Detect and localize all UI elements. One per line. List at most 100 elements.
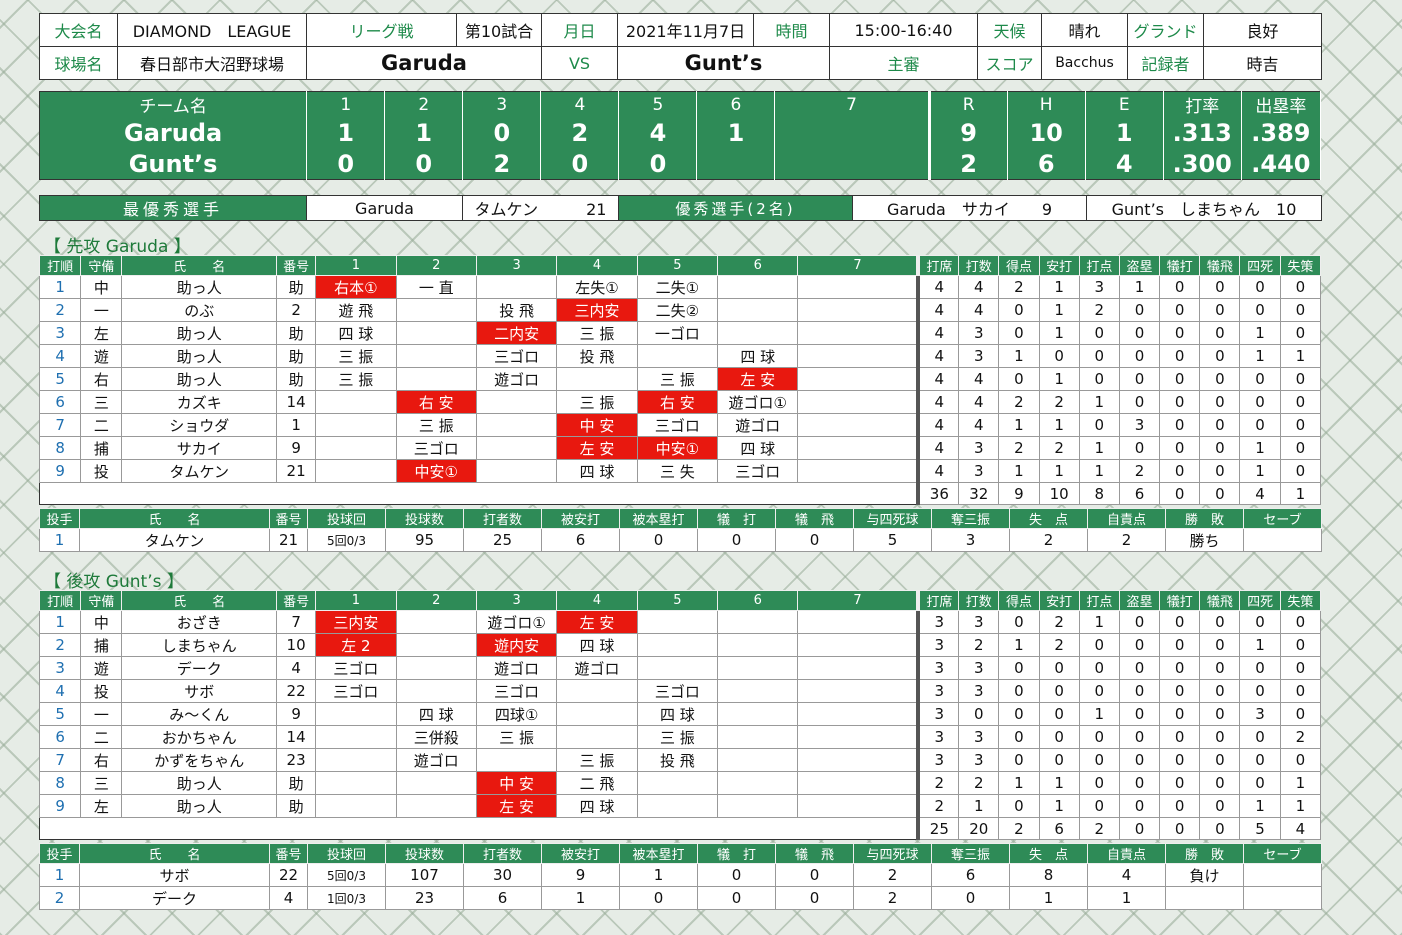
player-number: 助 (276, 771, 317, 795)
batting-stat: 0 (1239, 275, 1281, 299)
batting-stat: 0 (1279, 459, 1322, 483)
scoreboard-header-cell: 6 (696, 91, 776, 117)
inning-score (774, 117, 931, 148)
game-number: 第10試合 (456, 13, 542, 47)
at-bat-result: 三ゴロ (315, 679, 397, 703)
batting-stat: 0 (1159, 633, 1201, 657)
at-bat-result (797, 702, 919, 726)
top-section-title: 【 先攻 Garuda 】 (44, 237, 191, 257)
at-bat-result (797, 633, 919, 657)
top-pitching-table: 投手氏 名番号 投球回 投球数 打者数 被安打 被本塁打犠 打犠 飛与四死球 奪三振失 点自… (39, 508, 1322, 552)
pitching-header-cell: セーブ (1243, 843, 1322, 864)
at-bat-result: 四 球 (717, 436, 799, 460)
at-bat-result (556, 725, 638, 749)
at-bat-result (797, 748, 919, 772)
batting-header-cell: 氏 名 (121, 255, 278, 276)
at-bat-result (556, 702, 638, 726)
player-number: 4 (276, 656, 317, 680)
batting-stat: 4 (916, 390, 960, 414)
pitching-stat-sf: 0 (775, 863, 854, 887)
batting-stat: 4 (958, 367, 1000, 391)
fielding-position: 遊 (80, 344, 123, 368)
batting-stat: 0 (1199, 390, 1241, 414)
batting-stat: 0 (1078, 413, 1120, 437)
ground-label: グランド (1127, 13, 1204, 47)
at-bat-result (717, 771, 799, 795)
pitching-header-cell: 犠 打 (697, 843, 776, 864)
batting-header-cell: 得点 (998, 590, 1040, 611)
pitching-header-cell: 投球数 (385, 843, 464, 864)
at-bat-result (315, 702, 397, 726)
batting-header-cell: 打席 (916, 255, 960, 276)
good-player-2-number: 10 (1276, 200, 1297, 219)
batting-stat: 0 (1199, 321, 1241, 345)
at-bat-result: 三ゴロ (395, 436, 477, 460)
batting-stat: 3 (958, 459, 1000, 483)
scoreboard-header-cell: 3 (462, 91, 542, 117)
player-number: 助 (276, 275, 317, 299)
batting-stat: 1 (1279, 771, 1322, 795)
batting-stat: 0 (1239, 679, 1281, 703)
weather-value: 晴れ (1041, 13, 1128, 47)
at-bat-result: 遊ゴロ (475, 656, 558, 680)
batting-header-row: 打順 守備氏 名番号 1 2 3 4 5 6 7 打席 打数 得点 安打 打点 盗塁 犠打 犠飛 四死 失策 (38, 590, 1322, 611)
pitching-stat-sh: 0 (697, 886, 776, 910)
pitching-header-cell: 被安打 (541, 508, 620, 529)
scorer-value: Bacchus (1041, 46, 1128, 80)
pitching-header-cell: 投球数 (385, 508, 464, 529)
batting-stat: 2 (1038, 436, 1080, 460)
batting-stat: 0 (998, 702, 1040, 726)
batting-stat: 0 (998, 321, 1040, 345)
at-bat-result: 遊ゴロ (717, 413, 799, 437)
batting-header-cell: 守備 (80, 255, 123, 276)
at-bat-result (717, 298, 799, 322)
pitching-header-cell: 被本塁打 (619, 843, 698, 864)
at-bat-result: 四 球 (717, 344, 799, 368)
pitching-stat-np: 107 (385, 863, 464, 887)
pitching-header-cell: 投手 (39, 843, 80, 864)
scoreboard-header-cell: チーム名 (39, 91, 308, 117)
pitching-stat-h: 1 (541, 886, 620, 910)
umpire-label: 主審 (829, 46, 978, 80)
batting-stat: 0 (1199, 771, 1241, 795)
at-bat-result (797, 794, 919, 818)
batter-row: 7 二ショウダ 1 三 振中 安三ゴロ 遊ゴロ 4 4 1 1 0 3 0 0 0 0 (38, 413, 1322, 437)
batting-total: 8 (1078, 482, 1120, 505)
batting-stat: 3 (916, 679, 960, 703)
pitching-stat-h: 6 (541, 528, 620, 552)
batting-stat: 0 (1279, 321, 1322, 345)
batting-stat: 3 (958, 656, 1000, 680)
batting-stat: 3 (958, 344, 1000, 368)
batting-stat: 0 (1038, 344, 1080, 368)
batting-stat: 0 (1199, 298, 1241, 322)
bottom-batting-table: 打順 守備氏 名番号 1 2 3 4 5 6 7 打席 打数 得点 安打 打点 盗塁 犠打 犠飛 四死 失策 1 中おざ… (38, 590, 1322, 840)
recorder-value: 時吉 (1203, 46, 1322, 80)
batting-order: 7 (38, 748, 82, 772)
pitching-stat-r: 2 (1009, 528, 1088, 552)
pitching-stat-bb: 5 (853, 528, 932, 552)
pitching-stat-so: 0 (931, 886, 1010, 910)
batting-stat: 2 (1038, 633, 1080, 657)
batting-stat: 2 (1118, 459, 1161, 483)
batting-stat: 1 (998, 459, 1040, 483)
batting-stat: 1 (1038, 367, 1080, 391)
batting-stat: 0 (1159, 275, 1201, 299)
pitching-header-cell: 勝 敗 (1165, 508, 1244, 529)
batting-stat: 0 (1118, 794, 1161, 818)
batting-stat: 0 (1078, 633, 1120, 657)
batting-order: 7 (38, 413, 82, 437)
batting-stat: 0 (1118, 367, 1161, 391)
batting-stat: 1 (1279, 794, 1322, 818)
batting-stat: 0 (998, 748, 1040, 772)
batting-stat: 0 (1159, 459, 1201, 483)
vs-label: VS (541, 46, 618, 80)
player-number: 10 (276, 633, 317, 657)
batting-header-cell: 7 (797, 590, 919, 611)
at-bat-result (395, 298, 477, 322)
pitching-stat-np: 23 (385, 886, 464, 910)
good-players-label: 優秀選手(2名) (618, 195, 853, 221)
pitching-stat-bb: 2 (853, 886, 932, 910)
batting-stat: 0 (1078, 679, 1120, 703)
